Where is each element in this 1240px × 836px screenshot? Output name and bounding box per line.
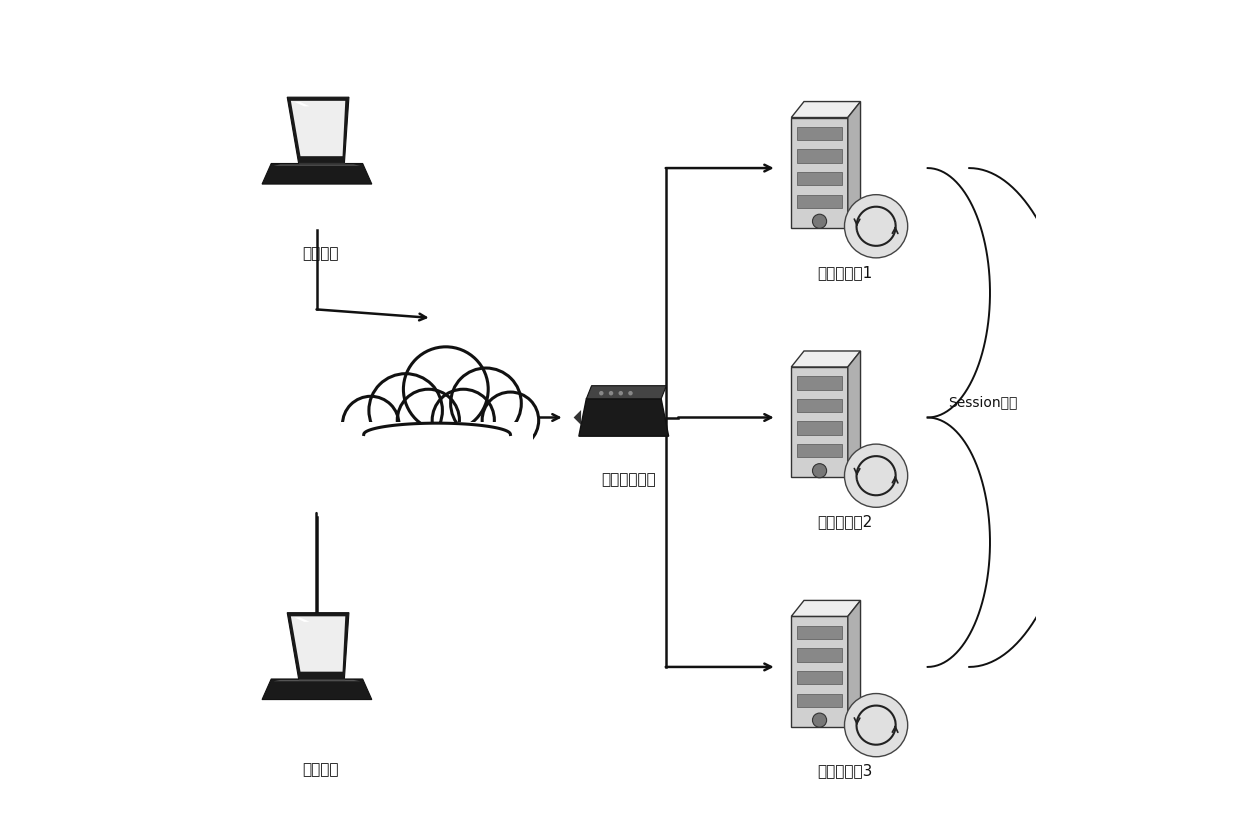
- Polygon shape: [797, 649, 842, 662]
- Polygon shape: [587, 386, 666, 400]
- Circle shape: [812, 713, 827, 727]
- Circle shape: [342, 397, 399, 453]
- Polygon shape: [791, 119, 848, 229]
- Polygon shape: [291, 102, 345, 157]
- Polygon shape: [574, 410, 582, 426]
- Polygon shape: [288, 98, 348, 165]
- Polygon shape: [797, 173, 842, 186]
- Polygon shape: [288, 613, 348, 679]
- Polygon shape: [295, 103, 310, 107]
- Polygon shape: [848, 103, 861, 229]
- Text: 用户终端: 用户终端: [303, 761, 339, 776]
- Polygon shape: [791, 352, 861, 368]
- Polygon shape: [797, 128, 842, 141]
- Polygon shape: [791, 368, 848, 478]
- Polygon shape: [262, 165, 372, 185]
- Polygon shape: [579, 400, 668, 436]
- Bar: [346, 418, 528, 461]
- Polygon shape: [791, 601, 861, 617]
- Text: 用户终端: 用户终端: [303, 246, 339, 261]
- Polygon shape: [295, 618, 310, 622]
- Circle shape: [812, 464, 827, 478]
- Polygon shape: [291, 617, 345, 672]
- Circle shape: [844, 445, 908, 507]
- Circle shape: [844, 694, 908, 757]
- Circle shape: [844, 196, 908, 258]
- Bar: [341, 422, 533, 467]
- Circle shape: [482, 393, 538, 449]
- Text: 应用服务器3: 应用服务器3: [817, 762, 872, 777]
- Circle shape: [450, 369, 521, 439]
- Polygon shape: [791, 617, 848, 727]
- Polygon shape: [791, 103, 861, 119]
- Circle shape: [609, 391, 614, 396]
- Circle shape: [812, 215, 827, 229]
- Polygon shape: [262, 679, 372, 700]
- Circle shape: [599, 391, 604, 396]
- Polygon shape: [797, 150, 842, 164]
- Circle shape: [397, 390, 460, 452]
- Circle shape: [433, 390, 495, 452]
- Circle shape: [619, 391, 622, 396]
- Text: 负载均衡设备: 负载均衡设备: [601, 472, 656, 487]
- Polygon shape: [797, 671, 842, 685]
- Text: Session复制: Session复制: [949, 395, 1018, 408]
- Polygon shape: [797, 694, 842, 707]
- Circle shape: [629, 391, 632, 396]
- Polygon shape: [848, 601, 861, 727]
- Polygon shape: [848, 352, 861, 478]
- Circle shape: [403, 348, 489, 432]
- Polygon shape: [797, 422, 842, 436]
- Polygon shape: [797, 377, 842, 390]
- Polygon shape: [797, 626, 842, 640]
- Text: 应用服务器2: 应用服务器2: [817, 513, 872, 528]
- Text: 应用服务器1: 应用服务器1: [817, 264, 872, 279]
- Polygon shape: [797, 196, 842, 209]
- Polygon shape: [797, 445, 842, 458]
- Polygon shape: [797, 400, 842, 413]
- Circle shape: [370, 375, 443, 447]
